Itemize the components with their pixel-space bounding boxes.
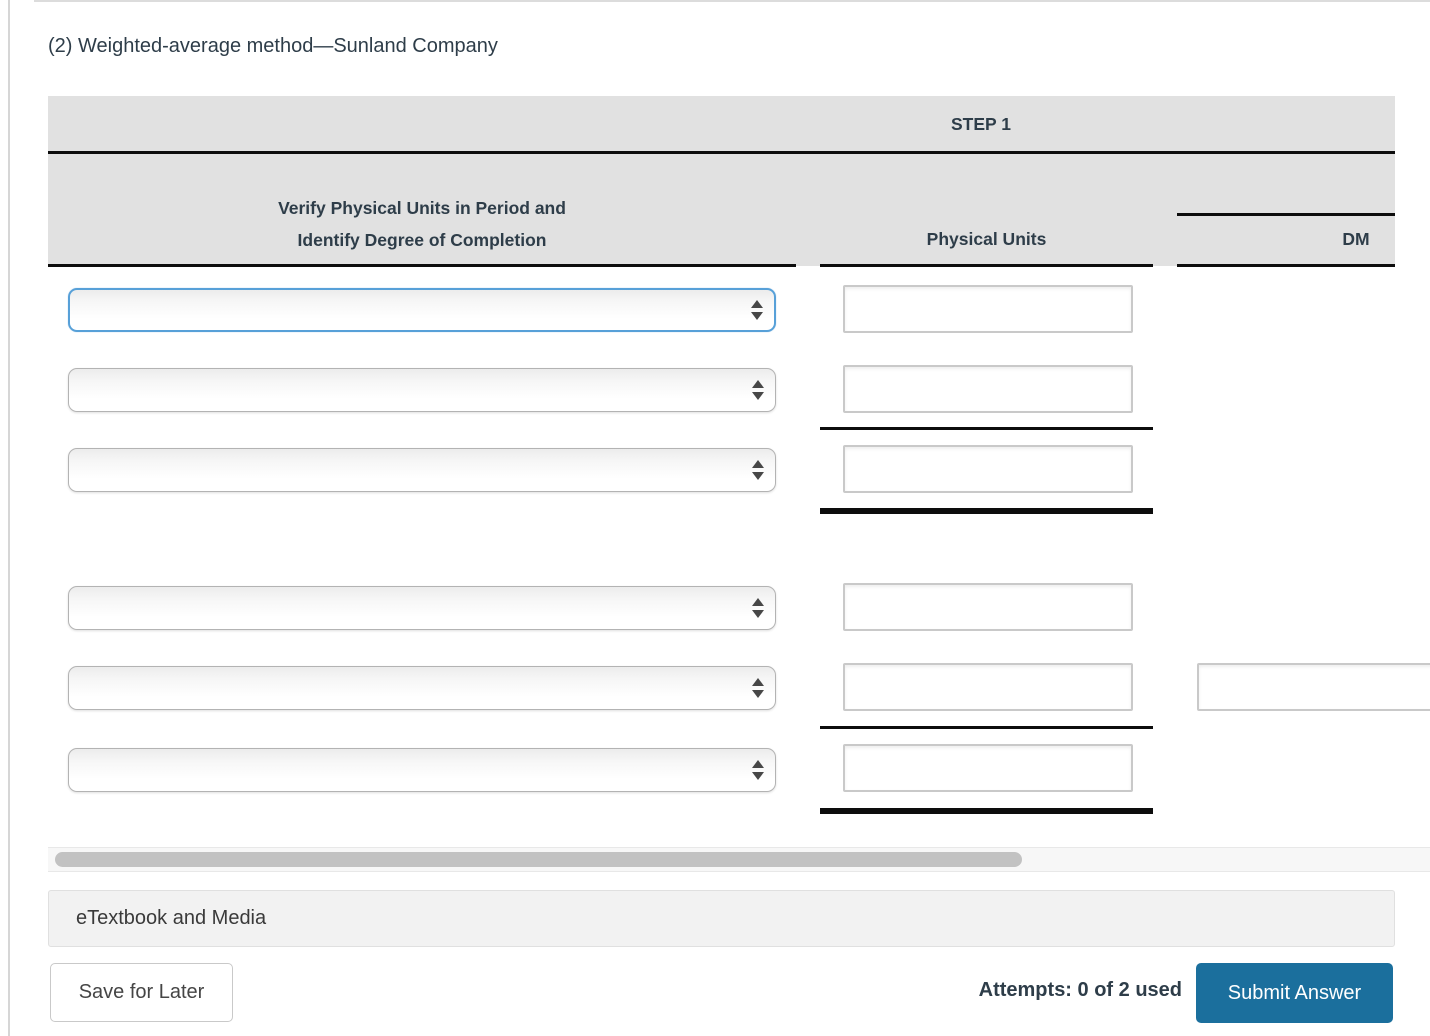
- attempts-counter: Attempts: 0 of 2 used: [978, 979, 1182, 1001]
- row-4-physical-units-input[interactable]: [843, 583, 1133, 631]
- row-5-physical-units-input[interactable]: [843, 663, 1133, 711]
- row-3-item-select[interactable]: [69, 449, 775, 491]
- row-6-item-select[interactable]: [69, 749, 775, 791]
- header-underline-physical-units: [820, 264, 1153, 267]
- page-top-divider: [34, 0, 1430, 2]
- verify-units-column-header: Verify Physical Units in Period and Iden…: [48, 192, 796, 256]
- row-2-item-select-box[interactable]: [68, 368, 776, 412]
- step-1-header: STEP 1: [951, 114, 1011, 134]
- row-1-item-select[interactable]: [70, 290, 774, 330]
- row-3-physical-units-input[interactable]: [843, 445, 1133, 493]
- row-6-item-select-box[interactable]: [68, 748, 776, 792]
- save-for-later-button[interactable]: Save for Later: [50, 963, 233, 1022]
- total-rule-group-1: [820, 508, 1153, 514]
- total-rule-group-2: [820, 808, 1153, 814]
- subtotal-rule-group-2: [820, 726, 1153, 729]
- subtotal-rule-group-1: [820, 427, 1153, 430]
- header-underline-verify: [48, 264, 796, 267]
- horizontal-scrollbar-track[interactable]: [48, 847, 1430, 872]
- table-header-background: [48, 96, 1395, 266]
- submit-answer-button[interactable]: Submit Answer: [1196, 963, 1393, 1023]
- header-rule-above-dm: [1177, 213, 1395, 216]
- row-3-item-select-box[interactable]: [68, 448, 776, 492]
- row-5-dm-input[interactable]: [1197, 663, 1430, 711]
- row-5-item-select-box[interactable]: [68, 666, 776, 710]
- page-left-divider: [8, 0, 10, 1036]
- row-1-physical-units-input[interactable]: [843, 285, 1133, 333]
- row-2-physical-units-input[interactable]: [843, 365, 1133, 413]
- etextbook-and-media-label: eTextbook and Media: [76, 907, 267, 929]
- horizontal-scrollbar-thumb[interactable]: [55, 852, 1022, 867]
- page-title: (2) Weighted-average method—Sunland Comp…: [48, 35, 498, 57]
- verify-units-header-line2: Identify Degree of Completion: [297, 230, 547, 250]
- row-1-item-select-box[interactable]: [68, 288, 776, 332]
- header-rule-under-step: [48, 151, 1395, 154]
- header-underline-dm: [1177, 264, 1395, 267]
- dm-column-header: DM: [1342, 229, 1370, 249]
- row-2-item-select[interactable]: [69, 369, 775, 411]
- etextbook-and-media-panel[interactable]: eTextbook and Media: [48, 890, 1395, 947]
- row-5-item-select[interactable]: [69, 667, 775, 709]
- row-4-item-select-box[interactable]: [68, 586, 776, 630]
- row-6-physical-units-input[interactable]: [843, 744, 1133, 792]
- physical-units-column-header: Physical Units: [926, 229, 1047, 249]
- verify-units-header-line1: Verify Physical Units in Period and: [278, 198, 566, 218]
- row-4-item-select[interactable]: [69, 587, 775, 629]
